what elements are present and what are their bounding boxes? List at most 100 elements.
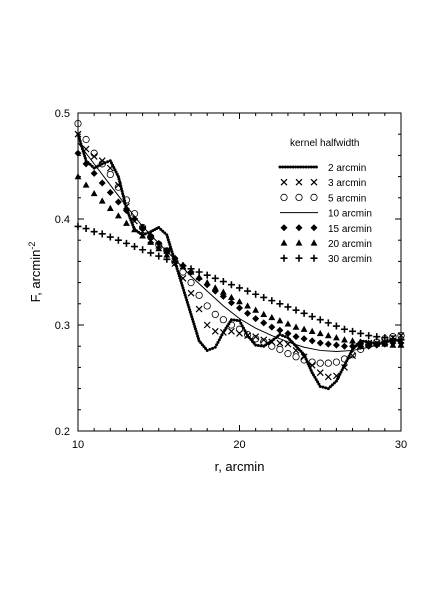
legend-sample-marker: [310, 224, 318, 232]
data-point: [211, 327, 219, 335]
series-dot: [196, 336, 200, 340]
y-tick-label: 0.5: [55, 108, 70, 120]
series-dot: [178, 276, 182, 280]
legend-sample-marker: [295, 224, 303, 232]
data-point: [211, 284, 219, 291]
series-10-arcmin: [77, 142, 402, 353]
data-point: [276, 326, 284, 334]
data-point: [163, 251, 171, 258]
data-point: [203, 321, 211, 329]
data-point: [373, 340, 381, 347]
series-dot: [166, 238, 170, 242]
series-dot: [185, 298, 189, 302]
data-point: [139, 246, 147, 254]
data-point: [98, 160, 106, 168]
legend-sample-marker: [280, 193, 288, 201]
data-point: [219, 288, 227, 295]
data-point: [340, 355, 349, 363]
series-dot: [88, 162, 92, 166]
series-dot: [170, 250, 174, 254]
data-point: [316, 329, 324, 337]
series-dot: [165, 233, 169, 237]
data-point: [357, 329, 365, 337]
data-point: [381, 334, 389, 342]
data-point: [106, 189, 114, 196]
data-point: [228, 293, 235, 301]
series-dot: [114, 170, 118, 174]
data-point: [357, 338, 365, 345]
series-20-arcmin: [74, 173, 405, 348]
series-dot: [171, 252, 175, 256]
data-point: [397, 341, 405, 348]
data-point: [340, 325, 348, 333]
legend-sample-dot: [291, 165, 295, 169]
plot-frame: [77, 112, 402, 432]
x-tick-label: 30: [395, 439, 407, 451]
series-dot: [121, 192, 125, 196]
series-dot: [121, 194, 125, 198]
series-dot: [187, 305, 191, 309]
data-point: [203, 271, 211, 279]
data-point: [284, 320, 292, 327]
series-dot: [312, 373, 316, 377]
data-point: [276, 345, 284, 353]
data-point: [284, 303, 292, 311]
y-axis-title: F, arcmin-2: [27, 242, 43, 303]
data-point: [179, 262, 187, 270]
series-dot: [181, 286, 185, 290]
series-dot: [191, 320, 195, 324]
series-dot: [196, 334, 200, 338]
data-point: [90, 228, 98, 236]
legend-label: 20 arcmin: [328, 239, 372, 250]
y-tick-label: 0.3: [55, 320, 70, 332]
data-point: [74, 173, 82, 180]
data-point: [195, 273, 203, 280]
series-dot: [180, 283, 184, 287]
series-dot: [219, 335, 223, 339]
legend-sample-marker: [295, 254, 303, 262]
data-point: [300, 335, 308, 343]
data-point: [219, 316, 227, 324]
series-dot: [117, 177, 121, 181]
data-point: [179, 274, 187, 282]
data-point: [90, 169, 98, 177]
data-point: [324, 340, 332, 348]
data-point: [114, 181, 122, 189]
legend-label: 30 arcmin: [328, 254, 372, 265]
series-dot: [238, 319, 241, 323]
data-point: [365, 332, 373, 340]
data-point: [349, 327, 357, 335]
data-point: [300, 309, 308, 317]
data-point: [227, 281, 235, 289]
data-point: [131, 243, 139, 251]
series-dot: [159, 227, 163, 231]
data-point: [341, 336, 348, 343]
data-point: [252, 335, 260, 343]
data-point: [276, 300, 284, 308]
data-point: [381, 340, 389, 347]
data-point: [332, 358, 340, 366]
data-point: [316, 359, 324, 367]
legend-sample-marker: [295, 178, 303, 186]
data-point: [292, 353, 300, 361]
series-dot: [184, 296, 188, 300]
data-point: [276, 317, 284, 324]
data-point: [260, 336, 268, 344]
series-dot: [177, 271, 181, 275]
data-point: [316, 339, 324, 347]
data-point: [187, 278, 195, 287]
series-dot: [259, 344, 263, 348]
series-dot: [208, 347, 212, 351]
data-point: [155, 239, 163, 247]
data-point: [163, 247, 171, 255]
data-point: [268, 342, 276, 350]
series-dot: [189, 312, 193, 316]
series-dot: [313, 375, 317, 379]
series-dot: [166, 235, 170, 239]
data-point: [106, 170, 114, 179]
series-dot: [254, 343, 258, 347]
data-point: [397, 336, 405, 344]
y-axis-title-superscript: -2: [27, 242, 37, 250]
series-dot: [309, 368, 313, 372]
data-point: [244, 287, 252, 295]
